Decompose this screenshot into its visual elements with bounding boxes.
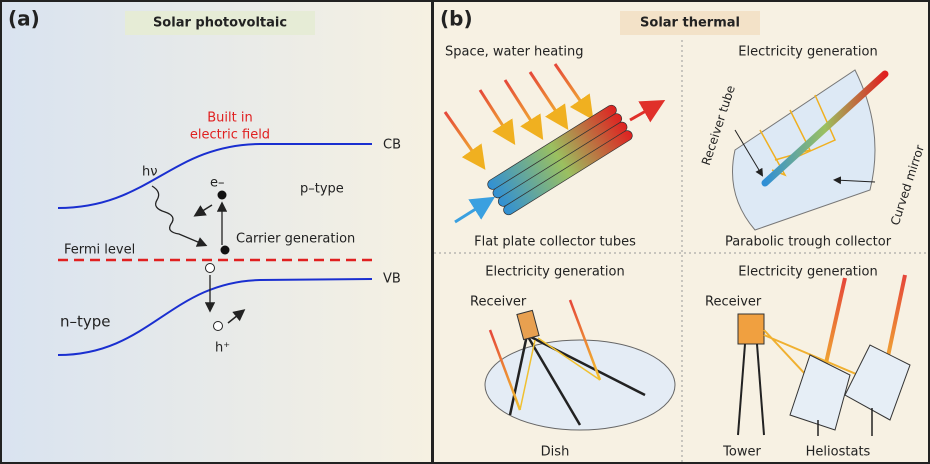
caption: Dish	[541, 445, 570, 460]
panel-label: (b)	[440, 7, 473, 31]
figure: (a) Solar photovoltaic CB VB Built in el…	[0, 0, 930, 464]
panel-a	[1, 1, 432, 463]
panel-label: (a)	[8, 7, 40, 31]
heading: Electricity generation	[738, 45, 877, 60]
heading: Electricity generation	[485, 265, 624, 280]
field-label: electric field	[190, 128, 270, 143]
dish	[485, 340, 675, 430]
heading: Space, water heating	[445, 45, 583, 60]
carrier-label: Carrier generation	[236, 232, 355, 247]
electron-label: e–	[210, 176, 225, 191]
caption: Parabolic trough collector	[725, 235, 892, 250]
caption: Heliostats	[806, 445, 871, 460]
hole-label: h⁺	[215, 341, 230, 356]
n-type: n–type	[60, 313, 111, 331]
vb-label: VB	[383, 272, 401, 287]
fermi-label: Fermi level	[64, 243, 135, 258]
hole	[206, 264, 215, 273]
p-type: p–type	[300, 182, 344, 197]
field-label: Built in	[207, 111, 252, 126]
receiver-label: Receiver	[705, 295, 762, 310]
photon-label: hν	[142, 165, 158, 180]
panel-title: Solar thermal	[640, 16, 740, 31]
receiver	[738, 314, 764, 344]
receiver-label: Receiver	[470, 295, 527, 310]
cb-label: CB	[383, 138, 401, 153]
panel-title: Solar photovoltaic	[153, 16, 287, 31]
carrier-dot	[221, 246, 230, 255]
hole	[214, 322, 223, 331]
caption: Flat plate collector tubes	[474, 235, 636, 250]
caption: Tower	[722, 445, 761, 460]
electron	[218, 191, 227, 200]
heading: Electricity generation	[738, 265, 877, 280]
